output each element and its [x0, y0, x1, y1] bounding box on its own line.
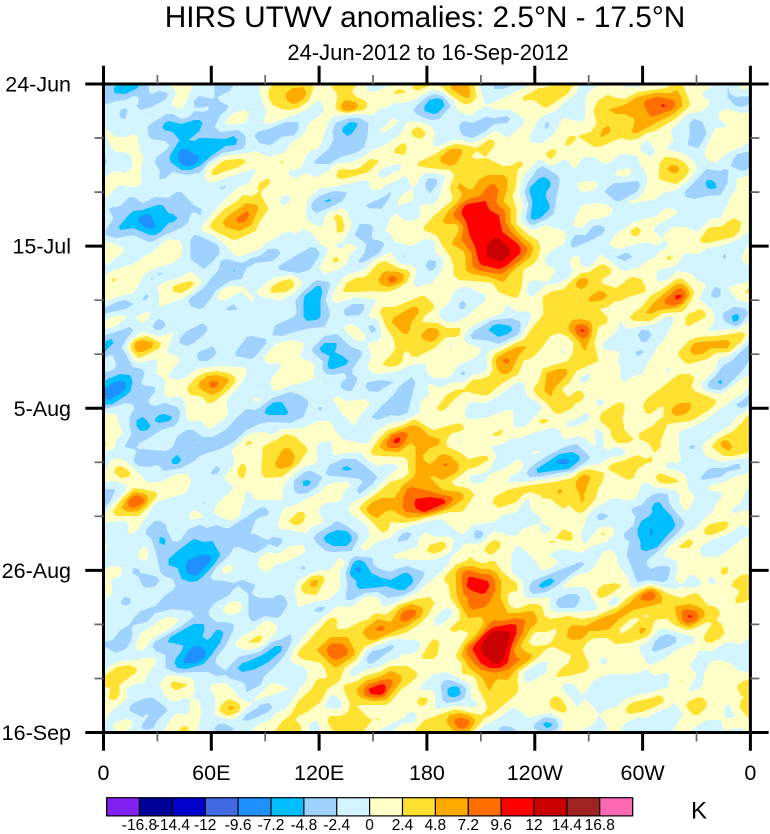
svg-text:16.8: 16.8 — [585, 817, 615, 834]
svg-text:-12: -12 — [194, 817, 216, 834]
svg-text:K: K — [691, 797, 707, 824]
svg-text:7.2: 7.2 — [457, 817, 479, 834]
svg-text:-9.6: -9.6 — [225, 817, 252, 834]
svg-text:120E: 120E — [294, 761, 344, 785]
svg-text:14.4: 14.4 — [552, 817, 583, 834]
svg-text:24-Jun: 24-Jun — [5, 73, 71, 97]
svg-text:26-Aug: 26-Aug — [2, 559, 71, 583]
svg-text:2.4: 2.4 — [392, 817, 414, 834]
svg-text:-4.8: -4.8 — [290, 817, 317, 834]
svg-text:60E: 60E — [192, 761, 230, 785]
svg-text:-16.8: -16.8 — [122, 817, 157, 834]
svg-text:0: 0 — [365, 817, 374, 834]
svg-text:12: 12 — [525, 817, 542, 834]
svg-text:HIRS UTWV anomalies: 2.5°N - 1: HIRS UTWV anomalies: 2.5°N - 17.5°N — [165, 1, 686, 34]
svg-text:24-Jun-2012 to 16-Sep-2012: 24-Jun-2012 to 16-Sep-2012 — [287, 40, 568, 65]
svg-text:120W: 120W — [507, 761, 564, 785]
svg-text:180: 180 — [409, 761, 445, 785]
svg-text:-14.4: -14.4 — [155, 817, 191, 834]
svg-text:16-Sep: 16-Sep — [2, 721, 71, 745]
svg-text:60W: 60W — [620, 761, 665, 785]
svg-text:0: 0 — [98, 761, 110, 785]
svg-text:0: 0 — [744, 761, 756, 785]
svg-text:4.8: 4.8 — [425, 817, 447, 834]
svg-text:-2.4: -2.4 — [323, 817, 350, 834]
svg-text:-7.2: -7.2 — [258, 817, 285, 834]
svg-text:5-Aug: 5-Aug — [14, 397, 71, 421]
svg-text:15-Jul: 15-Jul — [12, 235, 71, 259]
svg-text:9.6: 9.6 — [490, 817, 512, 834]
